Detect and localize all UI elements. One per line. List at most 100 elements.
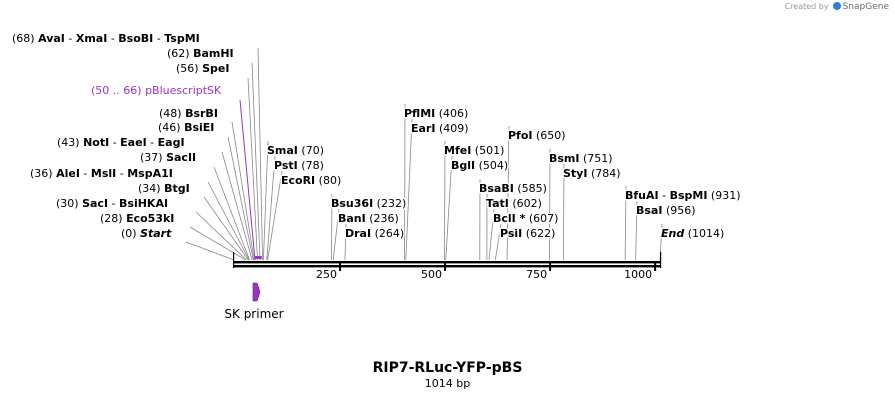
site-bsmi-label[interactable]: BsmI (751)	[548, 151, 615, 167]
ruler-tick-250	[339, 263, 342, 271]
site-ecori-position: (80)	[315, 174, 341, 187]
created-by-credit: Created by SnapGene	[785, 2, 889, 12]
enzyme-name: SacI	[82, 197, 108, 210]
site-connectors	[185, 47, 663, 261]
site-eari-connector	[405, 118, 413, 261]
site-spei-position: (56)	[176, 62, 202, 75]
site-bsu36i-label[interactable]: Bsu36I (232)	[330, 196, 408, 212]
site-saci-connector	[195, 211, 247, 261]
site-bfuai-connector	[624, 185, 627, 261]
site-bsu36i-position: (232)	[373, 197, 406, 210]
enzyme-name: Eco53kI	[126, 212, 174, 225]
site-styi-position: (784)	[587, 167, 620, 180]
enzyme-name: XmaI	[76, 32, 107, 45]
enzyme-name: EagI	[158, 136, 185, 149]
site-bfuai-label[interactable]: BfuAI - BspMI (931)	[624, 188, 743, 204]
site-psii-label[interactable]: PsiI (622)	[499, 226, 557, 242]
site-psii-position: (622)	[522, 227, 555, 240]
enzyme-name: BglI	[451, 159, 475, 172]
feature-band-pbluescriptsk[interactable]	[255, 256, 262, 259]
site-btgi-position: (34)	[138, 182, 164, 195]
site-bsrbi-label[interactable]: (48) BsrBI	[158, 106, 220, 122]
plasmid-length: 1014 bp	[424, 377, 471, 390]
enzyme-name: End	[661, 227, 684, 240]
credit-text: Created by	[784, 2, 829, 11]
site-eco53ki-position: (28)	[100, 212, 126, 225]
site-saci-label[interactable]: (30) SacI - BsiHKAI	[55, 196, 170, 212]
site-bsiei-label[interactable]: (46) BsiEI	[157, 120, 216, 136]
enzyme-name: PsiI	[500, 227, 522, 240]
site-pbluescriptsk-position: (50 .. 66)	[91, 84, 145, 97]
enzyme-name: SmaI	[267, 144, 298, 157]
site-psti-label[interactable]: PstI (78)	[273, 158, 326, 174]
site-avai-separator: -	[65, 32, 76, 45]
site-pbluescriptsk-label[interactable]: (50 .. 66) pBluescriptSK	[90, 83, 224, 99]
enzyme-name: AleI	[56, 167, 80, 180]
site-bsiei-connector	[227, 136, 254, 261]
credit-brand: SnapGene	[842, 2, 889, 12]
site-alei-position: (36)	[30, 167, 56, 180]
enzyme-name: TspMI	[164, 32, 200, 45]
enzyme-name: SacII	[166, 151, 196, 164]
backbone-bottom-strand	[233, 265, 661, 268]
site-bani-label[interactable]: BanI (236)	[337, 211, 401, 227]
plasmid-name: RIP7-RLuc-YFP-pBS	[372, 360, 523, 376]
site-bgli-connector	[445, 155, 453, 261]
enzyme-name: MspA1I	[127, 167, 173, 180]
site-bani-position: (236)	[366, 212, 399, 225]
site-avai-separator: -	[107, 32, 118, 45]
site-drai-label[interactable]: DraI (264)	[344, 226, 406, 242]
site-pbluescriptsk-connector	[239, 99, 256, 261]
backbone-start-cap	[233, 252, 235, 268]
site-start-label[interactable]: (0) Start	[120, 226, 174, 242]
site-spei-label[interactable]: (56) SpeI	[175, 61, 231, 77]
enzyme-name: BamHI	[193, 47, 234, 60]
enzyme-name: BfuAI	[625, 189, 659, 202]
ruler-tick-label-1000: 1000	[624, 268, 652, 281]
site-mfei-label[interactable]: MfeI (501)	[443, 143, 506, 159]
site-end-label[interactable]: End (1014)	[660, 226, 726, 242]
site-styi-label[interactable]: StyI (784)	[562, 166, 623, 182]
site-smai-label[interactable]: SmaI (70)	[266, 143, 326, 159]
site-end-position: (1014)	[684, 227, 724, 240]
site-avai-position: (68)	[12, 32, 38, 45]
site-btgi-label[interactable]: (34) BtgI	[137, 181, 192, 197]
sk-primer[interactable]: SK primer	[224, 282, 284, 321]
enzyme-name: SpeI	[202, 62, 229, 75]
site-bsabi-label[interactable]: BsaBI (585)	[478, 181, 549, 197]
site-bcli-label[interactable]: BclI * (607)	[492, 211, 560, 227]
site-mfei-position: (501)	[471, 144, 504, 157]
enzyme-name: BtgI	[164, 182, 190, 195]
site-eari-label[interactable]: EarI (409)	[410, 121, 471, 137]
site-mfei-connector	[444, 140, 446, 261]
site-psti-connector	[266, 155, 276, 261]
site-bcli-connector	[488, 208, 495, 261]
site-bgli-position: (504)	[475, 159, 508, 172]
site-sacii-label[interactable]: (37) SacII	[139, 150, 198, 166]
site-bfuai-position: (931)	[707, 189, 740, 202]
site-drai-position: (264)	[371, 227, 404, 240]
enzyme-name: TatI	[486, 197, 509, 210]
site-psii-connector	[494, 223, 502, 261]
site-bsai-label[interactable]: BsaI (956)	[635, 203, 698, 219]
ruler-tick-label-250: 250	[316, 268, 337, 281]
site-bgli-label[interactable]: BglI (504)	[450, 158, 510, 174]
primer-label[interactable]: SK primer	[224, 307, 283, 321]
site-pfoi-label[interactable]: PfoI (650)	[507, 128, 568, 144]
enzyme-name: BsaBI	[479, 182, 514, 195]
site-styi-connector	[562, 163, 565, 261]
primer-arrow-icon[interactable]	[252, 282, 261, 302]
site-spei-connector	[247, 77, 258, 261]
ruler-tick-label-500: 500	[421, 268, 442, 281]
enzyme-name: PflMI	[404, 107, 435, 120]
site-bamhi-label[interactable]: (62) BamHI	[166, 46, 236, 62]
site-avai-label[interactable]: (68) AvaI - XmaI - BsoBI - TspMI	[11, 31, 202, 47]
site-smai-connector	[263, 140, 269, 261]
site-alei-label[interactable]: (36) AleI - MslI - MspA1I	[29, 166, 175, 182]
site-noti-label[interactable]: (43) NotI - EaeI - EagI	[56, 135, 187, 151]
site-ecori-label[interactable]: EcoRI (80)	[280, 173, 343, 189]
site-pflmi-label[interactable]: PflMI (406)	[403, 106, 470, 122]
site-tati-label[interactable]: TatI (602)	[485, 196, 544, 212]
site-eco53ki-label[interactable]: (28) Eco53kI	[99, 211, 176, 227]
